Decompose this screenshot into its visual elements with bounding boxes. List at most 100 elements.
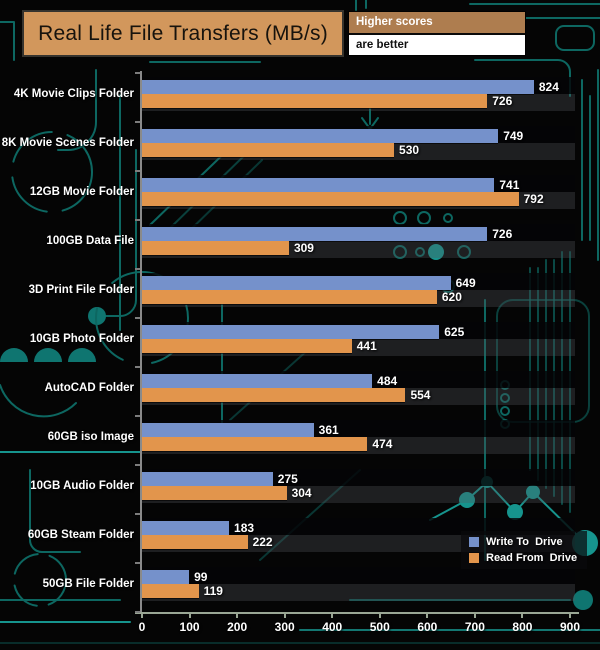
bar-write — [142, 276, 451, 290]
row-band-dark — [142, 567, 575, 584]
row-band-light — [142, 584, 575, 601]
bar-value-write: 741 — [499, 178, 520, 192]
bar-value-read: 530 — [399, 143, 420, 157]
bar-read — [142, 535, 248, 549]
bar-value-read: 119 — [203, 584, 223, 598]
x-axis-tick-label: 100 — [179, 620, 200, 634]
x-axis-tick — [473, 612, 476, 618]
plot-area: 824 726 4K Movie Clips Folder 749 530 8K Movi… — [2, 71, 580, 634]
y-axis-tick — [135, 415, 140, 417]
bar-read — [142, 437, 368, 451]
x-axis-line — [135, 612, 579, 614]
bar-write — [142, 472, 273, 486]
x-axis-tick — [141, 612, 143, 618]
bar-value-write: 484 — [377, 374, 398, 388]
bar-value-write: 749 — [503, 129, 524, 143]
bar-value-read: 554 — [410, 388, 431, 402]
bar-read — [142, 388, 406, 402]
bar-read — [142, 241, 289, 255]
bar-value-read: 309 — [293, 241, 314, 255]
y-axis-tick — [135, 366, 140, 368]
bar-value-write: 275 — [277, 472, 298, 486]
category-label: 10GB Audio Folder — [30, 480, 134, 492]
bar-value-read: 474 — [372, 437, 393, 451]
higher-scores-note: Higher scores are better — [348, 11, 526, 56]
y-axis-tick — [135, 611, 140, 613]
bar-write — [142, 227, 488, 241]
bar-value-read: 726 — [492, 94, 513, 108]
category-label: 60GB Steam Folder — [27, 529, 134, 541]
x-axis-tick — [378, 612, 381, 618]
bar-read — [142, 486, 287, 500]
legend-item-read: Read From Drive — [469, 552, 577, 564]
x-axis-tick-label: 700 — [464, 620, 485, 634]
bar-value-read: 222 — [252, 535, 273, 549]
x-axis-tick — [521, 612, 524, 618]
bar-read — [142, 143, 395, 157]
bar-write — [142, 570, 190, 584]
x-axis-tick-label: 600 — [417, 620, 438, 634]
y-axis-line — [140, 71, 142, 614]
bar-value-read: 620 — [441, 290, 462, 304]
y-axis-tick — [135, 219, 140, 221]
bar-value-read: 441 — [356, 339, 377, 353]
bar-read — [142, 339, 352, 353]
x-axis-tick-label: 400 — [322, 620, 343, 634]
y-axis-tick — [135, 121, 140, 123]
x-axis-tick — [569, 612, 571, 618]
y-axis-tick — [135, 170, 140, 172]
x-axis-tick — [283, 612, 286, 618]
write-series-swatch-icon — [469, 537, 479, 547]
category-label: 3D Print File Folder — [28, 284, 134, 296]
bar-read — [142, 584, 199, 598]
x-axis-tick — [331, 612, 334, 618]
x-axis-tick-label: 800 — [512, 620, 533, 634]
y-axis-tick — [135, 464, 140, 466]
bar-read — [142, 94, 488, 108]
bar-read — [142, 192, 519, 206]
legend-label-write: Write To Drive — [486, 536, 563, 548]
legend-item-write: Write To Drive — [469, 536, 577, 548]
category-label: 10GB Photo Folder — [29, 333, 134, 345]
bar-write — [142, 423, 314, 437]
y-axis-tick — [135, 513, 140, 515]
bar-value-write: 824 — [538, 80, 559, 94]
note-line-2: are better — [349, 35, 525, 55]
bar-value-write: 361 — [318, 423, 339, 437]
x-axis-tick — [236, 612, 239, 618]
bar-value-write: 625 — [444, 325, 465, 339]
category-label: 60GB iso Image — [47, 431, 134, 443]
legend-label-read: Read From Drive — [486, 552, 578, 564]
x-axis-tick-label: 900 — [559, 620, 581, 634]
y-axis-tick — [135, 72, 140, 74]
category-label: 50GB File Folder — [42, 578, 134, 590]
x-axis-tick — [188, 612, 191, 618]
chart-title: Real Life File Transfers (MB/s) — [38, 21, 328, 45]
legend: Write To Drive Read From Drive — [461, 531, 588, 569]
category-label: 4K Movie Clips Folder — [13, 88, 134, 100]
x-axis-tick-label: 0 — [138, 620, 146, 634]
read-series-swatch-icon — [469, 553, 479, 563]
x-axis-tick — [426, 612, 429, 618]
bar-value-read: 792 — [523, 192, 544, 206]
x-axis-tick-label: 500 — [369, 620, 390, 634]
bar-read — [142, 290, 437, 304]
category-label: AutoCAD Folder — [44, 382, 134, 394]
bar-write — [142, 521, 230, 535]
bar-value-read: 304 — [291, 486, 312, 500]
y-axis-tick — [135, 317, 140, 319]
x-axis-tick-label: 300 — [274, 620, 295, 634]
y-axis-tick — [135, 562, 140, 564]
x-axis-tick-label: 200 — [227, 620, 248, 634]
bar-value-write: 726 — [492, 227, 513, 241]
category-label: 100GB Data File — [46, 235, 134, 247]
bar-value-write: 649 — [455, 276, 476, 290]
y-axis-tick — [135, 268, 140, 270]
chart-title-box: Real Life File Transfers (MB/s) — [22, 10, 344, 57]
category-label: 12GB Movie Folder — [29, 186, 134, 198]
category-label: 8K Movie Scenes Folder — [1, 137, 134, 149]
bar-write — [142, 129, 499, 143]
bar-write — [142, 374, 373, 388]
note-line-1: Higher scores — [349, 12, 525, 35]
